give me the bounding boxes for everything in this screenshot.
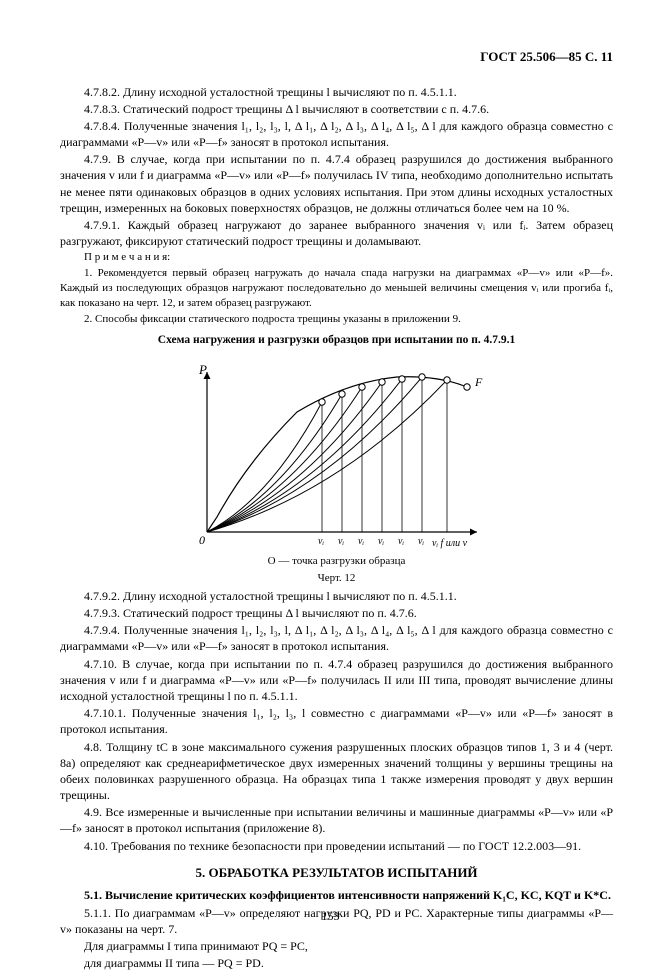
para-4-8: 4.8. Толщину tC в зоне максимального суж… (60, 739, 613, 804)
para-4-7-8-4: 4.7.8.4. Полученные значения l₁, l₂, l₃,… (60, 118, 613, 150)
svg-text:vᵢ: vᵢ (318, 536, 324, 547)
para-4-7-9-3: 4.7.9.3. Статический подрост трещины Δ l… (60, 605, 613, 621)
para-4-7-9-2: 4.7.9.2. Длину исходной усталостной трещ… (60, 588, 613, 604)
chart-number: Черт. 12 (60, 571, 613, 586)
para-4-9: 4.9. Все измеренные и вычисленные при ис… (60, 804, 613, 836)
para-5-1-1-a: Для диаграммы I типа принимают PQ = PC, (60, 938, 613, 954)
svg-text:vᵢ: vᵢ (358, 536, 364, 547)
page-container: ГОСТ 25.506—85 С. 11 4.7.8.2. Длину исхо… (0, 0, 661, 936)
svg-text:P: P (198, 362, 207, 377)
para-4-7-8-2: 4.7.8.2. Длину исходной усталостной трещ… (60, 84, 613, 100)
para-4-7-8-3: 4.7.8.3. Статический подрост трещины Δ l… (60, 101, 613, 117)
svg-text:vᵢ: vᵢ (398, 536, 404, 547)
page-header: ГОСТ 25.506—85 С. 11 (60, 48, 613, 66)
para-4-7-9-4: 4.7.9.4. Полученные значения l₁, l₂, l₃,… (60, 622, 613, 654)
svg-text:F: F (474, 375, 483, 389)
loading-diagram: vᵢ vᵢ vᵢ vᵢ vᵢ vᵢ P 0 Fvᵢ f или v (167, 352, 507, 552)
chart-legend: О — точка разгрузки образца (60, 554, 613, 569)
para-5-1-1-b: для диаграммы II типа — PQ = PD. (60, 955, 613, 971)
svg-text:vᵢ: vᵢ (418, 536, 424, 547)
para-4-7-10: 4.7.10. В случае, когда при испытании по… (60, 656, 613, 705)
svg-text:vᵢ f или v: vᵢ f или v (432, 538, 468, 549)
chart-title: Схема нагружения и разгрузки образцов пр… (60, 333, 613, 349)
notes-heading: П р и м е ч а н и я: (60, 250, 613, 265)
para-4-7-9: 4.7.9. В случае, когда при испытании по … (60, 151, 613, 216)
para-5-1: 5.1. Вычисление критических коэффициенто… (60, 887, 613, 903)
para-4-10: 4.10. Требования по технике безопасности… (60, 838, 613, 854)
page-number: 153 (0, 908, 661, 924)
para-4-7-9-1: 4.7.9.1. Каждый образец нагружают до зар… (60, 217, 613, 249)
svg-text:vᵢ: vᵢ (338, 536, 344, 547)
note-1: 1. Рекомендуется первый образец нагружат… (60, 266, 613, 311)
para-4-7-10-1: 4.7.10.1. Полученные значения l₁, l₂, l₃… (60, 705, 613, 737)
section-5-title: 5. ОБРАБОТКА РЕЗУЛЬТАТОВ ИСПЫТАНИЙ (60, 864, 613, 882)
note-2: 2. Способы фиксации статического подрост… (60, 312, 613, 327)
svg-text:0: 0 (199, 533, 205, 547)
svg-text:vᵢ: vᵢ (378, 536, 384, 547)
